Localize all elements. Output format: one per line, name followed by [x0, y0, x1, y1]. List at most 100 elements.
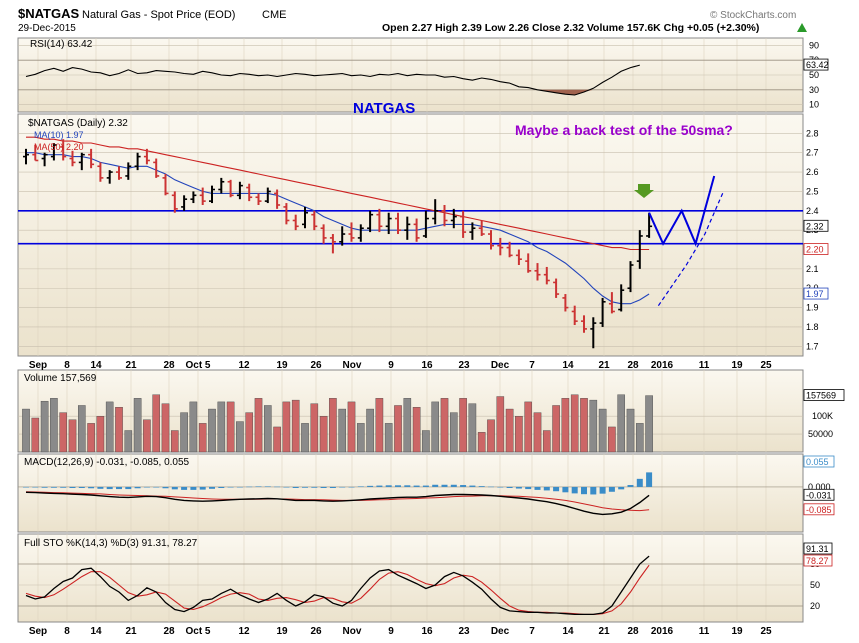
price-bar: [227, 179, 234, 198]
volume-bar: [431, 401, 440, 453]
x-tick-label-bottom: 11: [699, 626, 710, 637]
rsi-tick-label: 90: [809, 40, 819, 50]
x-tick-label-bottom: Dec: [491, 626, 510, 637]
ma50-badge-box: [803, 243, 829, 255]
macd-histogram-bar: [274, 486, 281, 488]
macd-panel: [17, 453, 804, 533]
sto-tick-label: 20: [810, 601, 820, 611]
macd-histogram-bar: [283, 486, 290, 488]
volume-bar: [626, 408, 635, 453]
macd-value-badge-box: [803, 488, 835, 501]
price-bar: [422, 210, 429, 238]
x-tick-label-top: 19: [276, 360, 288, 371]
x-tick-label-bottom: Nov: [343, 626, 362, 637]
macd-histogram-bar: [553, 486, 560, 492]
macd-histogram-bar: [255, 486, 262, 487]
volume-bar: [282, 401, 291, 453]
price-bar: [171, 191, 178, 213]
volume-bar: [264, 405, 272, 453]
x-tick-label-bottom: 26: [310, 626, 322, 637]
volume-bar: [450, 412, 458, 453]
price-bar: [236, 181, 243, 200]
price-tick-label: 1.8: [806, 322, 819, 332]
volume-bar: [310, 403, 319, 453]
volume-bar: [96, 416, 105, 453]
volume-bar: [487, 419, 495, 453]
macd-histogram-bar: [413, 485, 420, 487]
macd-histogram-bar: [395, 485, 401, 487]
volume-bar: [543, 430, 551, 453]
ma50-line: [26, 136, 650, 251]
volume-bar: [124, 430, 133, 453]
macd-histogram-bar: [348, 486, 355, 488]
macd-histogram-bar: [292, 486, 299, 488]
x-tick-label-top: 23: [458, 360, 470, 371]
macd-line: [25, 491, 650, 516]
volume-bar: [440, 398, 449, 453]
price-bar: [218, 177, 225, 194]
ma10-legend: MA(10) 1.97: [34, 130, 84, 140]
volume-bar: [589, 399, 598, 453]
price-bar: [627, 261, 634, 293]
price-bar: [246, 183, 253, 202]
price-bar: [515, 249, 522, 266]
price-bar: [274, 189, 281, 209]
macd-histogram-bar: [209, 486, 215, 489]
macd-histogram-bar: [162, 486, 169, 489]
ma10-badge-box: [803, 287, 829, 300]
x-tick-label-bottom: 23: [458, 626, 470, 637]
ohlc-summary: Open 2.27 High 2.39 Low 2.26 Close 2.32 …: [382, 22, 759, 34]
sto-tick-label: 50: [810, 580, 820, 590]
sto-k-line: [25, 555, 650, 616]
price-bar: [97, 162, 104, 182]
price-bar: [562, 294, 569, 312]
macd-histogram-bar: [134, 486, 141, 489]
macd-histogram-bar: [97, 486, 104, 489]
exchange-label: CME: [262, 9, 286, 21]
volume-bar: [161, 403, 170, 453]
price-bar: [339, 226, 346, 246]
volume-bar: [180, 412, 188, 453]
volume-bar: [115, 407, 123, 453]
x-tick-label-bottom: 28: [627, 626, 639, 637]
sto-k-badge: 91.31: [806, 544, 829, 554]
price-bar: [413, 218, 420, 242]
price-bar: [525, 253, 532, 273]
macd-histogram-bar: [246, 486, 253, 488]
volume-bar: [515, 416, 523, 453]
macd-histogram-bar: [339, 486, 346, 488]
volume-bar: [189, 401, 198, 453]
macd-histogram-bar: [329, 486, 336, 488]
price-bar: [534, 263, 541, 281]
macd-histogram-bar: [218, 486, 225, 488]
rsi-oversold-fill: [537, 89, 594, 95]
price-tick-label: 2.8: [806, 128, 819, 138]
macd-histogram-bar: [153, 486, 160, 488]
macd-histogram-bar: [571, 486, 578, 494]
volume-bar: [375, 398, 384, 453]
macd-histogram-bar: [525, 486, 532, 490]
macd-histogram-bar: [199, 486, 206, 490]
ma50-badge: 2.20: [806, 245, 824, 255]
x-tick-label-top: 14: [562, 360, 574, 371]
price-tick-label: 1.7: [806, 341, 819, 351]
price-bar: [646, 212, 653, 238]
macd-histogram-bar: [534, 486, 541, 490]
price-bar: [506, 241, 513, 258]
green-arrow-icon: [634, 184, 654, 198]
price-bar: [348, 222, 355, 242]
x-tick-label-top: 21: [598, 360, 610, 371]
rsi-line: [25, 64, 640, 96]
macd-histogram-bar: [460, 485, 467, 487]
price-bar: [181, 195, 188, 211]
macd-histogram-bar: [357, 486, 364, 487]
price-bar: [553, 278, 560, 298]
x-tick-label-bottom: 14: [562, 626, 574, 637]
rsi-value-badge-box: [803, 58, 829, 71]
price-bar: [69, 150, 76, 167]
volume-bar: [245, 412, 254, 453]
x-tick-label-bottom: 19: [731, 626, 743, 637]
x-tick-label-top: Dec: [491, 360, 510, 371]
x-tick-label-top: Sep: [29, 360, 47, 371]
